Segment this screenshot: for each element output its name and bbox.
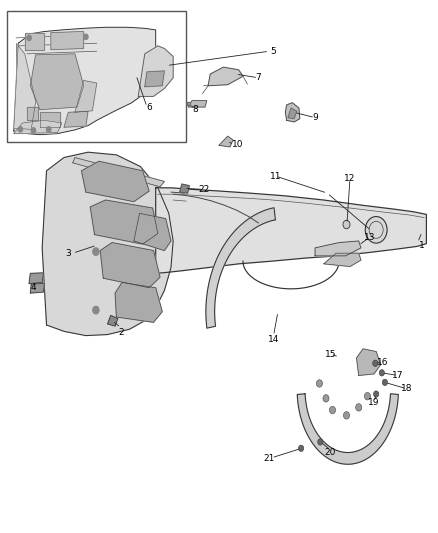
Text: 4: 4 xyxy=(31,283,36,292)
Text: 7: 7 xyxy=(255,73,261,82)
Text: 22: 22 xyxy=(198,185,209,194)
Polygon shape xyxy=(14,46,35,130)
Text: 11: 11 xyxy=(270,172,282,181)
Polygon shape xyxy=(29,273,43,284)
Circle shape xyxy=(46,127,51,132)
Circle shape xyxy=(329,406,336,414)
Circle shape xyxy=(364,392,371,400)
Text: 6: 6 xyxy=(146,102,152,111)
Polygon shape xyxy=(108,316,118,326)
Text: 13: 13 xyxy=(364,233,375,242)
Circle shape xyxy=(323,394,329,402)
Polygon shape xyxy=(155,188,426,273)
Text: 15: 15 xyxy=(325,350,336,359)
Circle shape xyxy=(343,220,350,229)
Polygon shape xyxy=(100,243,160,288)
Text: 20: 20 xyxy=(325,448,336,457)
Polygon shape xyxy=(145,71,164,87)
Polygon shape xyxy=(357,349,381,375)
Text: 19: 19 xyxy=(368,398,380,407)
Text: 12: 12 xyxy=(344,174,356,183)
Circle shape xyxy=(93,306,99,314)
Circle shape xyxy=(373,360,378,367)
Polygon shape xyxy=(14,27,155,135)
Text: 9: 9 xyxy=(312,113,318,122)
Circle shape xyxy=(365,216,387,243)
Polygon shape xyxy=(51,31,84,50)
Circle shape xyxy=(316,379,322,387)
Circle shape xyxy=(374,391,379,397)
Text: 16: 16 xyxy=(377,358,389,367)
Circle shape xyxy=(298,445,304,451)
Polygon shape xyxy=(138,46,173,96)
Circle shape xyxy=(356,403,362,411)
Circle shape xyxy=(93,248,99,255)
Polygon shape xyxy=(188,101,207,107)
Circle shape xyxy=(379,369,385,376)
Bar xyxy=(7,11,186,142)
Circle shape xyxy=(318,439,323,445)
Polygon shape xyxy=(64,111,88,127)
Text: 2: 2 xyxy=(118,328,124,337)
Polygon shape xyxy=(42,152,173,336)
Polygon shape xyxy=(25,33,44,50)
Polygon shape xyxy=(30,54,84,110)
Polygon shape xyxy=(315,241,361,256)
Text: 21: 21 xyxy=(264,455,275,463)
Circle shape xyxy=(18,127,22,132)
Polygon shape xyxy=(219,136,233,147)
Polygon shape xyxy=(187,102,190,106)
Polygon shape xyxy=(286,103,300,122)
Polygon shape xyxy=(297,394,398,464)
Polygon shape xyxy=(180,184,189,193)
Circle shape xyxy=(382,379,388,385)
Text: 8: 8 xyxy=(192,105,198,114)
Polygon shape xyxy=(288,108,297,119)
Text: 14: 14 xyxy=(268,335,279,344)
Polygon shape xyxy=(75,80,97,112)
Text: 18: 18 xyxy=(401,384,413,393)
Text: 17: 17 xyxy=(392,371,404,380)
Polygon shape xyxy=(208,67,243,86)
Text: 1: 1 xyxy=(419,241,425,250)
Polygon shape xyxy=(73,158,164,187)
Polygon shape xyxy=(30,284,44,293)
Polygon shape xyxy=(134,213,171,251)
Polygon shape xyxy=(40,112,60,127)
Polygon shape xyxy=(115,282,162,322)
Text: 5: 5 xyxy=(271,47,276,55)
Circle shape xyxy=(27,35,31,41)
Text: 10: 10 xyxy=(232,140,244,149)
Polygon shape xyxy=(27,107,38,120)
Circle shape xyxy=(84,34,88,39)
Text: 3: 3 xyxy=(66,249,71,258)
Polygon shape xyxy=(14,120,62,134)
Circle shape xyxy=(343,411,350,419)
Polygon shape xyxy=(81,161,149,201)
Polygon shape xyxy=(206,208,276,328)
Circle shape xyxy=(31,128,35,133)
Polygon shape xyxy=(90,200,158,244)
Polygon shape xyxy=(324,253,361,266)
